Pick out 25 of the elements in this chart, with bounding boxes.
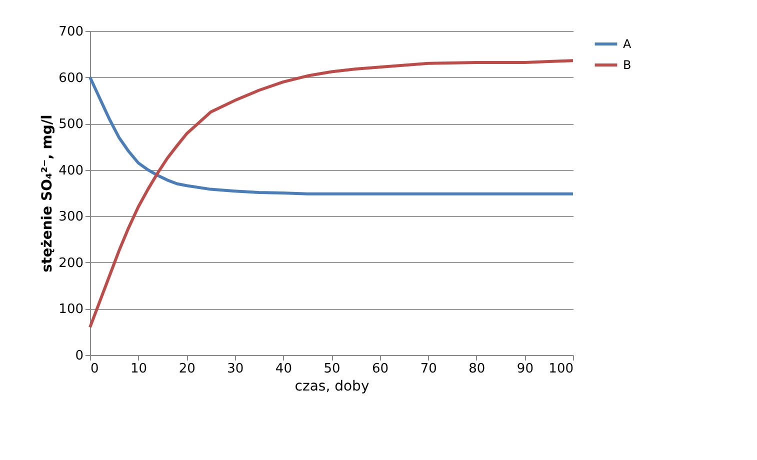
x-tick-label: 0: [90, 362, 99, 376]
x-tick-label: 80: [468, 362, 486, 376]
y-tick-label: 200: [58, 256, 84, 271]
y-tick-label: 700: [58, 24, 84, 40]
y-tick-label: 400: [58, 163, 84, 178]
y-tick-label: 500: [58, 117, 84, 132]
y-axis-title: stężenie SO₄²⁻, mg/l: [40, 114, 56, 272]
x-tick-label: 50: [324, 362, 340, 376]
x-tick-label: 40: [275, 362, 292, 376]
y-tick-label: 600: [58, 70, 84, 86]
line-series: [88, 76, 574, 196]
x-tick-label: 70: [420, 362, 437, 376]
x-tick-label: 100: [548, 362, 574, 376]
y-tick-label: 0: [75, 348, 84, 364]
y-tick-label: 100: [58, 302, 84, 318]
legend-label: A: [623, 37, 632, 51]
x-axis-title: czas, doby: [294, 378, 370, 394]
line-series: [88, 59, 574, 329]
x-tick-label: 30: [227, 362, 244, 376]
x-tick-label: 20: [178, 362, 196, 376]
x-tick-label: 90: [516, 362, 534, 376]
y-tick-label: 300: [58, 210, 84, 225]
legend-label: B: [623, 58, 632, 72]
x-tick-label: 10: [130, 362, 148, 376]
x-tick-label: 60: [372, 362, 389, 376]
